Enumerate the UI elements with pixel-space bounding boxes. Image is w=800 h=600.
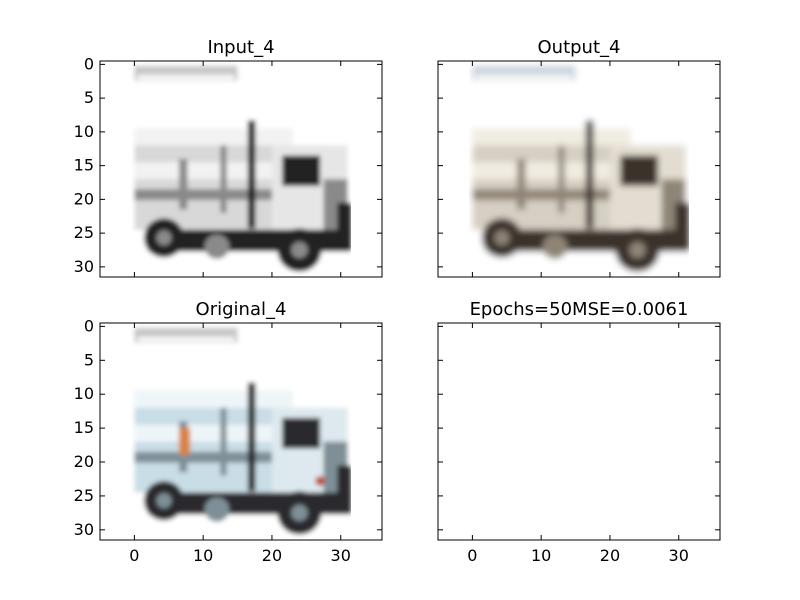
- truck-side-band: [134, 162, 293, 180]
- truck-door-line: [517, 158, 526, 210]
- axes-frame: [99, 60, 383, 278]
- y-tick-label: 25: [74, 223, 94, 242]
- y-tick-label: 20: [74, 189, 94, 208]
- truck-lettering: [137, 75, 235, 80]
- truck-bumper: [337, 202, 352, 237]
- truck-shadow: [204, 497, 230, 522]
- truck-door-line: [179, 158, 188, 210]
- truck-side-band: [134, 424, 293, 442]
- y-tick-label: 30: [74, 520, 94, 539]
- image-panel: [468, 61, 690, 277]
- truck-light: [315, 476, 325, 486]
- truck-hub: [494, 230, 510, 246]
- x-tick-label: 0: [129, 546, 139, 565]
- y-tick-label: 5: [84, 350, 94, 369]
- subplot-input: Input_4 0 5 10 15 20 25 30: [74, 37, 383, 278]
- subplot-output: Output_4: [437, 37, 721, 278]
- y-tick-label: 30: [74, 257, 94, 276]
- truck-roof: [134, 128, 293, 146]
- truck-rail: [472, 189, 631, 201]
- subplot-title: Input_4: [207, 37, 274, 58]
- y-tick-label: 15: [74, 418, 94, 437]
- truck-rail: [134, 189, 293, 201]
- truck-door-line: [220, 145, 227, 213]
- truck-accent-panel: [179, 428, 191, 456]
- truck-roof: [472, 128, 631, 146]
- truck-rail: [134, 451, 293, 463]
- y-tick-label: 0: [84, 316, 94, 335]
- x-tick-label: 20: [262, 546, 282, 565]
- x-tick-label: 20: [600, 546, 620, 565]
- x-tick-label: 0: [467, 546, 477, 565]
- truck-side-band: [472, 162, 631, 180]
- truck-hub: [291, 504, 308, 522]
- subplot-title: Epochs=50MSE=0.0061: [470, 299, 689, 320]
- y-tick-label: 15: [74, 156, 94, 175]
- truck-box-edge: [247, 120, 256, 229]
- x-tick-label: 10: [531, 546, 551, 565]
- truck-lettering: [475, 75, 573, 80]
- truck-door-line: [220, 407, 227, 476]
- truck-windshield: [620, 155, 659, 186]
- subplot-original: Original_4 0 10 20 30 0 5 10 15 20 25 30: [74, 299, 383, 565]
- truck-shadow: [204, 234, 230, 259]
- subplot-title: Original_4: [196, 299, 287, 320]
- axes-frame: [437, 60, 721, 278]
- truck-hub: [291, 241, 308, 259]
- truck-door-line: [558, 145, 565, 213]
- axes-frame: [99, 322, 383, 541]
- truck-box-edge: [585, 120, 594, 229]
- x-tick-label: 10: [193, 546, 213, 565]
- truck-windshield: [282, 155, 321, 186]
- truck-shadow: [542, 234, 568, 259]
- subplot-metrics: Epochs=50MSE=0.0061 0 10 20 30: [437, 299, 721, 565]
- x-tick-label: 30: [669, 546, 689, 565]
- truck-bumper: [675, 202, 690, 237]
- truck-roof: [134, 390, 293, 408]
- y-tick-label: 0: [84, 54, 94, 73]
- image-panel: [130, 323, 352, 540]
- image-panel: [130, 61, 352, 277]
- y-tick-label: 20: [74, 452, 94, 471]
- truck-bumper: [337, 465, 352, 500]
- truck-hub: [629, 241, 646, 259]
- truck-box-edge: [247, 382, 256, 492]
- truck-windshield: [282, 417, 321, 449]
- y-tick-label: 10: [74, 122, 94, 141]
- subplot-title: Output_4: [538, 37, 621, 58]
- truck-hub: [156, 230, 172, 246]
- axes-frame: [437, 322, 721, 541]
- x-tick-label: 30: [331, 546, 351, 565]
- y-tick-label: 5: [84, 88, 94, 107]
- truck-hub: [156, 493, 172, 509]
- y-tick-label: 25: [74, 486, 94, 505]
- y-tick-label: 10: [74, 384, 94, 403]
- truck-lettering: [137, 337, 235, 342]
